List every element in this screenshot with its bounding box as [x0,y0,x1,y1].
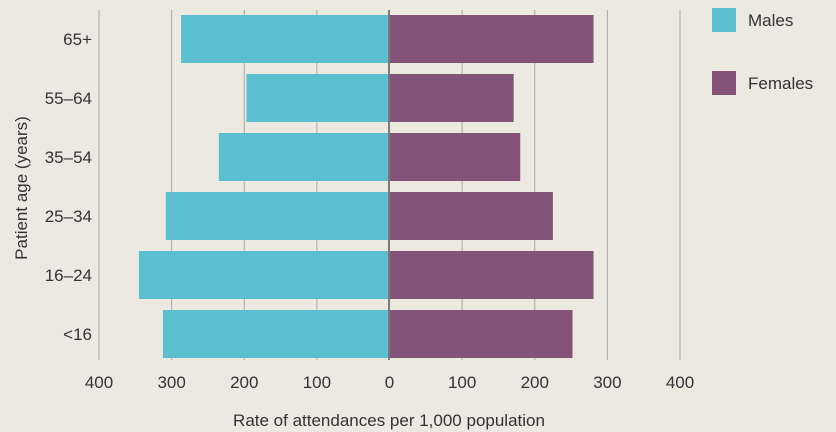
y-tick-label: 25–34 [45,207,92,226]
y-tick-label: 65+ [63,30,92,49]
x-tick-label: 200 [230,373,258,392]
x-tick-label: 400 [666,373,694,392]
axes: 400 300 200 100 0 100 200 300 400 65+ 55–64 35–54 25… [45,10,694,392]
x-tick-label: 400 [85,373,113,392]
female-bar [389,133,521,181]
legend-swatch [712,8,736,32]
male-bar [181,15,389,63]
x-tick-label: 100 [303,373,331,392]
x-tick-label: 100 [448,373,476,392]
bars [138,15,594,358]
female-bar [389,310,573,358]
legend-item: Females [712,71,813,95]
male-bar [162,310,389,358]
male-bar [138,251,389,299]
female-bar [389,74,514,122]
legend: Males Females [712,8,813,95]
female-bar [389,251,594,299]
x-tick-label: 0 [385,373,394,392]
male-bar [165,192,389,240]
male-bar [246,74,389,122]
female-bar [389,192,553,240]
legend-swatch [712,71,736,95]
grid-lines [98,10,681,360]
female-bar [389,15,594,63]
y-axis-title: Patient age (years) [12,116,31,260]
x-tick-label: 300 [593,373,621,392]
legend-label: Females [748,74,813,93]
male-bar [218,133,389,181]
legend-item: Males [712,8,793,32]
y-tick-label: <16 [63,325,92,344]
y-tick-label: 35–54 [45,148,92,167]
x-tick-label: 300 [157,373,185,392]
y-tick-label: 16–24 [45,266,92,285]
y-tick-label: 55–64 [45,89,92,108]
x-axis-title: Rate of attendances per 1,000 population [233,411,545,430]
legend-label: Males [748,11,793,30]
x-tick-label: 200 [521,373,549,392]
